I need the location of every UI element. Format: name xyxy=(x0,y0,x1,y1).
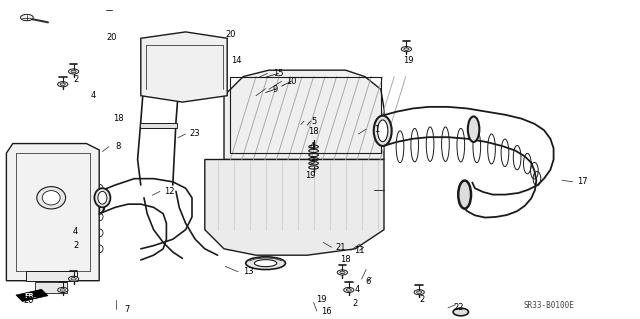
Polygon shape xyxy=(141,32,227,102)
Text: 23: 23 xyxy=(190,130,200,138)
Circle shape xyxy=(58,82,68,87)
Text: 2: 2 xyxy=(420,295,425,304)
Ellipse shape xyxy=(378,120,388,142)
Text: 3: 3 xyxy=(310,157,315,166)
Text: FR.: FR. xyxy=(24,293,37,299)
Circle shape xyxy=(401,47,412,52)
Text: 19: 19 xyxy=(403,56,413,65)
Circle shape xyxy=(346,289,351,291)
Text: 7: 7 xyxy=(124,305,129,314)
Text: 20: 20 xyxy=(225,30,236,39)
Text: 14: 14 xyxy=(232,56,242,65)
Circle shape xyxy=(414,290,424,295)
Text: 19: 19 xyxy=(305,171,316,180)
Circle shape xyxy=(20,14,33,21)
Text: 11: 11 xyxy=(355,246,365,255)
Ellipse shape xyxy=(42,190,60,205)
Text: 5: 5 xyxy=(311,117,316,126)
Text: SR33-B0100E: SR33-B0100E xyxy=(523,301,574,310)
Text: 12: 12 xyxy=(164,187,175,196)
Polygon shape xyxy=(6,144,99,281)
Circle shape xyxy=(68,69,79,74)
Text: 6: 6 xyxy=(365,277,371,286)
Bar xyxy=(230,77,381,153)
Circle shape xyxy=(58,287,68,293)
Circle shape xyxy=(60,289,65,291)
Text: 4: 4 xyxy=(310,142,315,151)
Text: 2: 2 xyxy=(73,75,78,84)
Text: 22: 22 xyxy=(453,303,463,312)
Ellipse shape xyxy=(374,116,392,146)
Text: 4: 4 xyxy=(355,285,360,294)
Text: 4: 4 xyxy=(90,91,95,100)
Text: 19: 19 xyxy=(316,295,326,304)
Circle shape xyxy=(60,83,65,85)
Text: 21: 21 xyxy=(335,243,346,252)
Text: 17: 17 xyxy=(577,177,588,186)
Polygon shape xyxy=(224,70,384,160)
Text: 20: 20 xyxy=(24,296,34,305)
Text: 18: 18 xyxy=(340,255,351,263)
Text: 13: 13 xyxy=(243,267,253,276)
Ellipse shape xyxy=(254,260,276,267)
Ellipse shape xyxy=(95,188,111,207)
Circle shape xyxy=(417,291,422,293)
Text: 18: 18 xyxy=(113,114,124,122)
Text: 9: 9 xyxy=(273,85,278,94)
Text: 20: 20 xyxy=(107,33,117,42)
Text: 18: 18 xyxy=(308,127,319,136)
Ellipse shape xyxy=(458,181,471,209)
Text: 2: 2 xyxy=(353,299,358,308)
Circle shape xyxy=(404,48,409,50)
Polygon shape xyxy=(16,289,48,301)
Bar xyxy=(140,123,177,128)
Circle shape xyxy=(340,271,345,274)
Ellipse shape xyxy=(37,187,65,209)
Polygon shape xyxy=(26,271,77,281)
Circle shape xyxy=(453,308,468,316)
Text: 4: 4 xyxy=(73,227,78,236)
Text: 2: 2 xyxy=(73,241,78,250)
Circle shape xyxy=(344,287,354,293)
Circle shape xyxy=(71,70,76,73)
Text: 16: 16 xyxy=(321,307,332,315)
Text: 1: 1 xyxy=(374,125,379,134)
Circle shape xyxy=(71,278,76,280)
Text: 10: 10 xyxy=(286,77,296,86)
Circle shape xyxy=(68,276,79,281)
Text: 15: 15 xyxy=(273,69,284,78)
Ellipse shape xyxy=(246,257,285,270)
Polygon shape xyxy=(205,160,384,255)
Polygon shape xyxy=(35,282,67,293)
Circle shape xyxy=(337,270,348,275)
Text: 8: 8 xyxy=(116,142,121,151)
Ellipse shape xyxy=(468,116,479,142)
Ellipse shape xyxy=(98,191,107,204)
